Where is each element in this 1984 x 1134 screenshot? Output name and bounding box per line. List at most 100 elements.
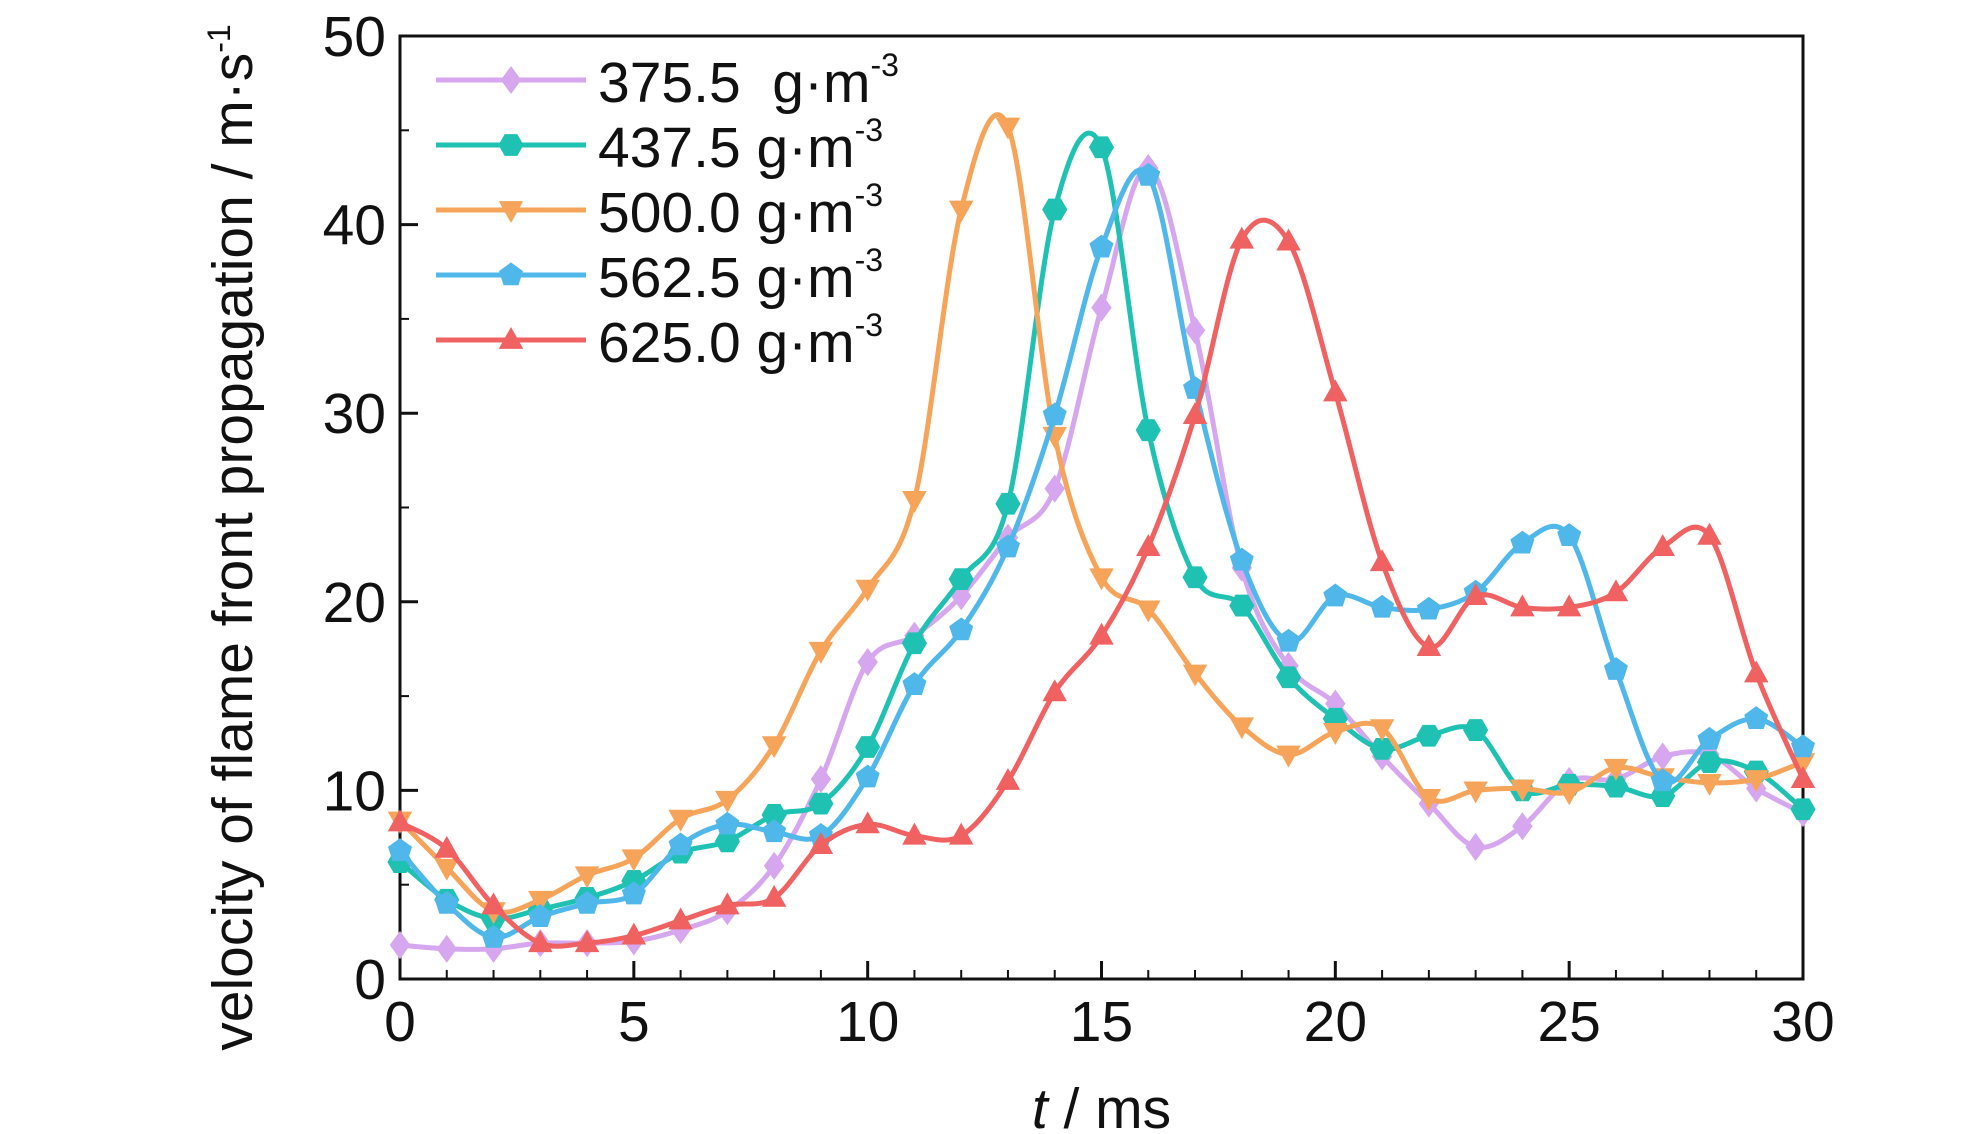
data-point: [855, 579, 880, 602]
x-tick-label: 10: [836, 990, 899, 1054]
data-point: [1136, 600, 1161, 623]
data-point: [1603, 579, 1629, 602]
data-point: [1790, 766, 1816, 788]
data-point: [1556, 783, 1582, 806]
series-layer: [387, 112, 1816, 963]
legend-unit-sup: -3: [855, 242, 883, 278]
data-point: [715, 811, 740, 835]
data-point: [1790, 798, 1816, 821]
data-point: [1463, 583, 1488, 606]
legend-label: 625.0 g·m-3: [598, 307, 883, 375]
legend-label: 562.5 g·m-3: [598, 242, 883, 310]
data-point: [715, 790, 740, 813]
data-point: [668, 809, 693, 832]
data-point: [1229, 717, 1255, 740]
y-tick-label: 20: [323, 571, 386, 635]
data-point: [528, 904, 553, 927]
data-point: [1323, 723, 1348, 745]
data-point: [387, 838, 413, 861]
data-point: [1370, 594, 1395, 618]
data-point: [1091, 293, 1112, 322]
x-tick-label: 0: [384, 990, 416, 1054]
data-point: [1229, 226, 1255, 249]
data-point: [902, 822, 927, 845]
data-point: [389, 931, 411, 960]
data-point: [528, 930, 553, 953]
series-562.5: [387, 162, 1816, 948]
data-point: [1603, 775, 1629, 798]
data-point: [901, 632, 928, 655]
data-point: [434, 890, 459, 914]
data-point: [855, 811, 880, 834]
data-point: [1463, 781, 1488, 804]
data-point: [1323, 583, 1348, 607]
data-point: [1603, 758, 1629, 781]
data-point: [1276, 628, 1301, 652]
data-point: [1790, 734, 1816, 758]
data-point: [1510, 594, 1535, 617]
legend-value: 375.5 g·m: [598, 51, 870, 115]
data-point: [1696, 751, 1723, 774]
data-point: [1229, 594, 1255, 617]
y-tick-label: 10: [323, 759, 386, 823]
data-point: [1744, 706, 1769, 729]
y-axis-title-main: velocity of flame front propagation / m·…: [201, 53, 265, 1051]
data-point: [995, 767, 1021, 790]
data-point: [1743, 770, 1769, 793]
data-point: [1416, 724, 1442, 747]
data-point: [1465, 832, 1486, 862]
x-tick-label: 20: [1304, 990, 1367, 1054]
x-tick-label: 5: [618, 990, 650, 1054]
data-point: [855, 736, 881, 758]
legend-unit-sup: -3: [855, 307, 883, 343]
data-point: [1184, 316, 1206, 345]
legend-item: 437.5 g·m-3: [436, 112, 883, 180]
data-point: [995, 492, 1021, 515]
legend-marker: [498, 134, 524, 156]
x-axis-title: t / ms: [1032, 1077, 1171, 1134]
series-line: [398, 217, 1806, 949]
data-point: [434, 835, 460, 858]
data-point: [1182, 402, 1208, 424]
data-point: [668, 832, 693, 856]
data-point: [621, 849, 647, 872]
data-point: [1275, 666, 1302, 689]
data-point: [995, 534, 1020, 558]
legend-value: 500.0 g·m: [598, 181, 855, 245]
legend-marker: [498, 262, 524, 286]
data-point: [1652, 742, 1673, 771]
data-point: [1136, 162, 1161, 186]
data-point: [1512, 812, 1533, 841]
legend-item: 562.5 g·m-3: [436, 242, 883, 310]
data-point: [763, 851, 785, 880]
legend-value: 437.5 g·m: [598, 116, 855, 180]
data-point: [1416, 634, 1442, 656]
data-point: [621, 881, 646, 905]
data-point: [668, 907, 693, 930]
y-axis-title: velocity of flame front propagation / m·…: [201, 24, 265, 1050]
legend-unit-sup: -3: [855, 112, 883, 148]
y-tick-label: 0: [354, 948, 386, 1012]
data-point: [1557, 523, 1582, 546]
axes-layer: 0 5 10 15 20 25 30 0 10 20 30 40 50: [323, 5, 1835, 1054]
data-point: [574, 930, 600, 953]
legend-value: 625.0 g·m: [598, 311, 855, 375]
data-point: [1556, 594, 1582, 617]
data-point: [1089, 568, 1114, 591]
data-point: [575, 890, 600, 914]
axis-titles: t / ms velocity of flame front propagati…: [201, 24, 1171, 1134]
data-point: [1697, 522, 1722, 545]
x-axis-title-italic: t: [1032, 1077, 1050, 1134]
data-point: [1369, 549, 1395, 572]
data-point: [1042, 198, 1068, 221]
data-point: [808, 832, 834, 854]
legend-background: [426, 50, 886, 422]
data-point: [948, 200, 974, 223]
data-point: [1182, 664, 1208, 687]
data-point: [1229, 547, 1254, 571]
data-point: [574, 866, 600, 889]
data-point: [902, 491, 927, 513]
data-point: [808, 641, 834, 664]
